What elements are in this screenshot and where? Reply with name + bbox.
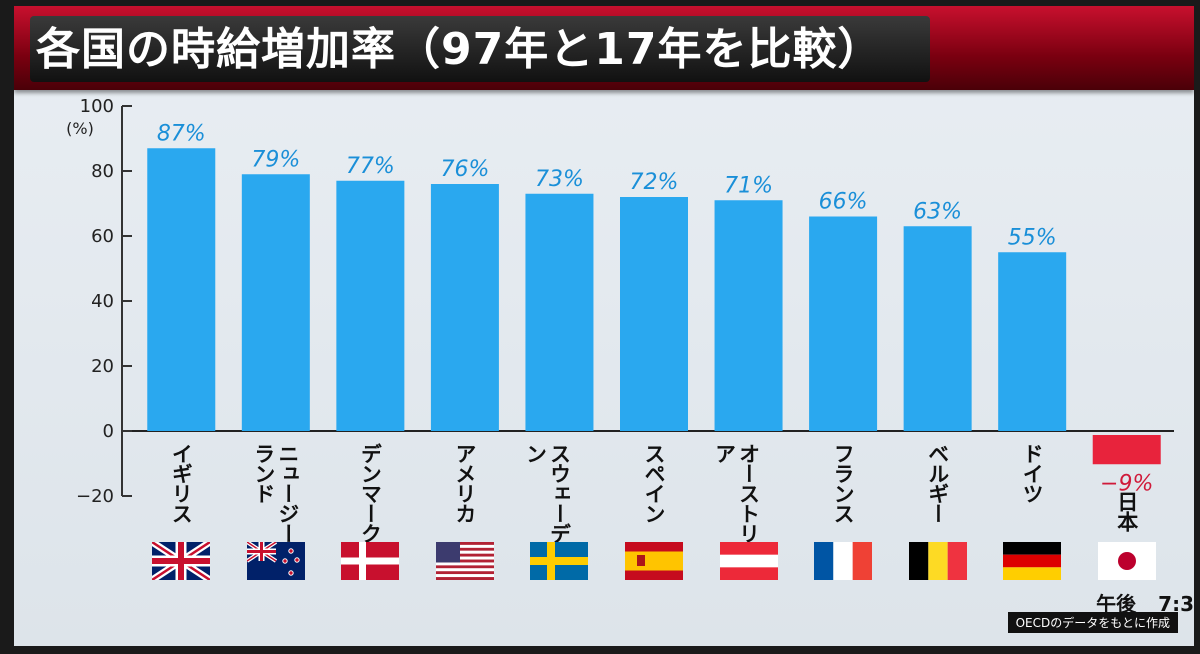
bar [1092, 435, 1161, 465]
category-label-line: ニュージー [275, 443, 300, 543]
bar [809, 216, 878, 431]
bar [241, 174, 310, 431]
data-label: 87% [157, 121, 206, 146]
category-label-line: 日本 [1114, 491, 1139, 531]
data-label: 71% [724, 173, 773, 198]
category-label-line: スペイン [642, 443, 666, 523]
category-label: フランス [831, 443, 855, 553]
category-label: アメリカ [453, 443, 477, 553]
category-label: ドイツ [1020, 443, 1044, 553]
source-note: OECDのデータをもとに作成 [1007, 612, 1178, 633]
usa-flag-icon [435, 542, 494, 580]
category-label-line: スウェーデン [523, 443, 572, 543]
category-label-line: フランス [831, 443, 856, 523]
tv-screen: 各国の時給増加率（97年と17年を比較） 100 80 60 40 20 0 −20 (%) 8… [14, 6, 1194, 646]
category-label-line: アメリカ [452, 443, 477, 523]
spain-flag-icon [625, 542, 683, 580]
data-label: 77% [346, 154, 395, 179]
denmark-flag-icon [341, 542, 400, 580]
bar [998, 252, 1067, 431]
title-box [30, 16, 930, 82]
bar [147, 148, 216, 431]
category-label-line: ランド [251, 443, 276, 503]
data-label: 66% [819, 190, 868, 215]
bar [525, 193, 594, 431]
y-tick-label: 80 [91, 161, 114, 182]
germany-flag-icon [1003, 542, 1062, 580]
category-label-line: ベルギー [925, 443, 950, 523]
y-unit-label: (%) [66, 119, 94, 138]
bar [714, 200, 783, 431]
data-label: 73% [535, 167, 584, 192]
data-label: −9% [1100, 471, 1153, 496]
category-label: イギリス [169, 443, 193, 553]
category-label-line: イギリス [169, 443, 194, 523]
bar [430, 184, 499, 431]
france-flag-icon [814, 542, 873, 580]
category-label: スペイン [642, 443, 666, 553]
category-label-line: デンマーク [358, 443, 383, 543]
data-label: 79% [251, 147, 300, 172]
y-tick-label: 0 [103, 421, 114, 442]
title-banner: 各国の時給増加率（97年と17年を比較） [14, 6, 1194, 90]
y-tick-label: 100 [80, 96, 114, 117]
bar [620, 197, 688, 431]
y-tick-label: 60 [91, 226, 114, 247]
category-label: ニュージー ランド [252, 443, 300, 553]
category-label: ベルギー [926, 443, 950, 553]
austria-flag-icon [719, 542, 778, 580]
y-tick-label: 20 [91, 356, 114, 377]
chart-title: 各国の時給増加率（97年と17年を比較） [36, 24, 883, 75]
category-label: デンマーク [358, 443, 382, 553]
category-label-line: ドイツ [1020, 443, 1045, 503]
bar [903, 226, 972, 431]
bar [336, 180, 405, 431]
data-label: 55% [1008, 225, 1057, 250]
category-label: オーストリア [713, 443, 761, 553]
y-tick-label: 40 [91, 291, 114, 312]
new-zealand-flag-icon [245, 540, 305, 580]
y-tick-label: −20 [76, 486, 114, 507]
category-label: スウェーデン [523, 443, 571, 553]
category-label: 日本 [1115, 491, 1139, 601]
category-label-line: オーストリア [712, 443, 761, 543]
data-label: 63% [913, 199, 962, 224]
data-label: 76% [440, 157, 489, 182]
sweden-flag-icon [530, 542, 589, 580]
uk-flag-icon [150, 539, 213, 583]
bar-chart: 100 80 60 40 20 0 −20 (%) 87% 79% 77% 76% 73% 72% 71% 6… [66, 96, 1174, 507]
data-label: 72% [630, 170, 679, 195]
belgium-flag-icon [908, 542, 967, 580]
japan-flag-icon [1097, 542, 1156, 580]
